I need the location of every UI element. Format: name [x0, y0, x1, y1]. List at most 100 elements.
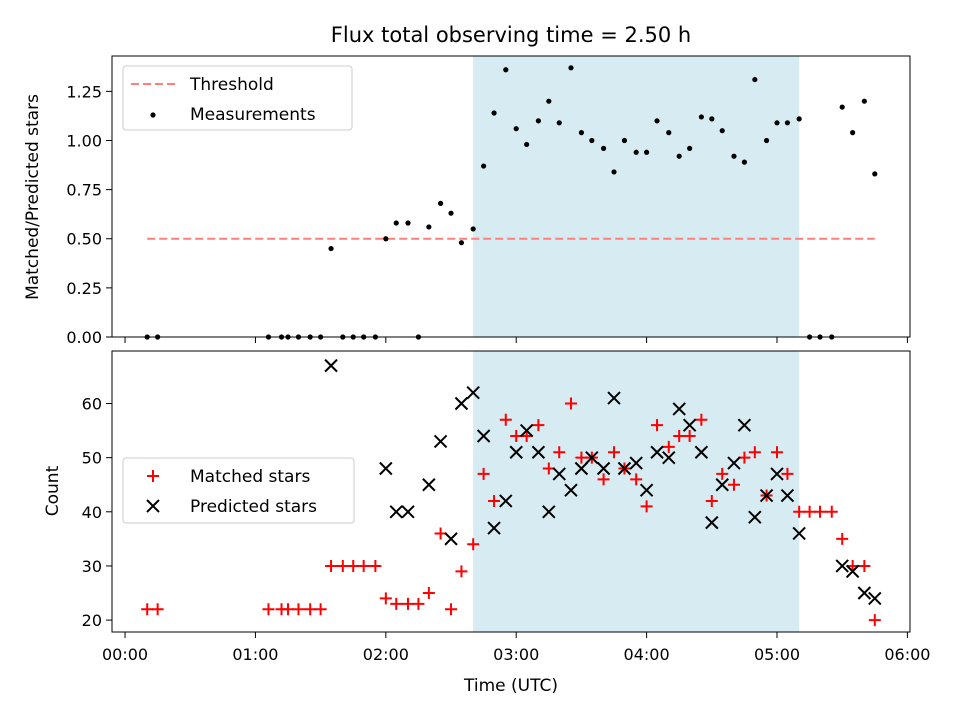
predicted-point — [574, 461, 589, 476]
legend-measurements-swatch — [150, 112, 156, 118]
x-tick-label: 04:00 — [624, 645, 670, 664]
predicted-point — [422, 478, 436, 492]
matched-point — [467, 538, 480, 551]
measurement-point — [741, 159, 748, 165]
matched-point — [262, 603, 275, 616]
bottom-x-axis: 00:00 01:00 02:00 03:00 04:00 05:00 06:00 — [102, 632, 930, 664]
predicted-point — [433, 434, 448, 449]
matched-point — [520, 430, 533, 443]
matched-point — [630, 473, 643, 486]
matched-point — [575, 451, 588, 464]
y-tick-label: 30 — [82, 557, 102, 576]
predicted-point — [552, 467, 566, 481]
matched-point — [282, 603, 295, 616]
matched-point — [825, 505, 838, 518]
measurement-point — [621, 137, 628, 144]
matched-point — [858, 559, 871, 572]
matched-point — [488, 494, 501, 507]
measurement-point — [556, 120, 562, 126]
measurement-point — [535, 118, 541, 124]
matched-point — [336, 559, 349, 572]
predicted-point — [650, 445, 664, 459]
measurement-point — [839, 104, 845, 110]
predicted-point — [857, 586, 872, 600]
top-legend: Threshold Measurements — [122, 65, 353, 131]
predicted-point — [499, 494, 513, 508]
measurement-point — [513, 126, 519, 132]
measurement-point — [546, 98, 552, 104]
matched-point — [455, 565, 468, 578]
matched-point — [477, 467, 490, 480]
matched-point — [445, 603, 458, 616]
measurement-point — [491, 110, 497, 116]
predicted-point — [401, 505, 415, 519]
measurement-point — [687, 145, 693, 151]
predicted-point — [444, 532, 458, 546]
matched-point — [727, 478, 740, 491]
predicted-point — [596, 461, 611, 476]
x-tick-label: 02:00 — [363, 645, 409, 664]
matched-point — [748, 446, 761, 459]
y-tick-label: 40 — [82, 503, 102, 522]
measurement-point — [611, 169, 617, 175]
predicted-point — [727, 456, 741, 470]
matched-point — [836, 532, 849, 545]
measurement-point — [503, 67, 509, 73]
predicted-point — [564, 483, 578, 497]
matched-point — [716, 467, 729, 480]
measurement-point — [676, 153, 682, 159]
y-tick-label: 0.75 — [66, 181, 102, 200]
measurement-point — [784, 120, 791, 126]
matched-point — [499, 413, 512, 426]
bottom-legend: Matched stars Predicted stars — [122, 457, 355, 524]
measurement-point — [568, 65, 574, 71]
measurement-point — [524, 141, 530, 148]
predicted-point — [531, 445, 546, 459]
legend-measurements-label: Measurements — [190, 105, 316, 125]
predicted-point — [466, 385, 480, 400]
predicted-point — [792, 526, 806, 541]
y-tick-label: 50 — [82, 449, 102, 468]
measurement-point — [437, 200, 444, 206]
x-tick-label: 01:00 — [232, 645, 278, 664]
y-tick-label: 1.25 — [66, 82, 102, 101]
measurement-point — [426, 224, 432, 230]
top-observing-window — [473, 56, 800, 337]
predicted-points — [324, 358, 882, 606]
matched-point — [705, 494, 718, 507]
matched-point — [347, 559, 360, 572]
bottom-panel-frame — [111, 350, 911, 633]
predicted-point — [682, 418, 697, 432]
matched-point — [651, 419, 664, 432]
predicted-point — [585, 450, 599, 465]
matched-point — [803, 505, 816, 518]
predicted-point — [476, 429, 491, 443]
matched-point — [304, 603, 317, 616]
predicted-point — [737, 418, 752, 432]
legend-predicted-label: Predicted stars — [190, 497, 317, 517]
y-tick-label: 0.25 — [66, 279, 102, 298]
measurement-point — [481, 163, 487, 169]
matched-point — [793, 505, 806, 518]
predicted-point — [705, 515, 719, 530]
measurement-point — [578, 130, 585, 136]
x-tick-label: 03:00 — [493, 645, 539, 664]
matched-point — [390, 597, 403, 610]
y-tick-label: 1.00 — [66, 131, 102, 150]
x-tick-label: 06:00 — [884, 645, 930, 664]
predicted-point — [770, 467, 784, 481]
matched-point — [868, 614, 881, 627]
predicted-point — [617, 461, 632, 476]
measurement-point — [698, 114, 704, 120]
measurement-point — [458, 240, 465, 246]
measurement-point — [328, 245, 334, 252]
predicted-point — [868, 591, 882, 606]
top-panel: 0.00 0.25 0.50 0.75 1.00 1.25 Matched/Predict… — [23, 55, 911, 347]
measurement-point — [448, 210, 454, 216]
matched-point — [412, 597, 425, 610]
measurement-point — [405, 220, 411, 226]
bottom-y-axis-label: Count — [43, 465, 63, 516]
matched-point — [695, 413, 708, 426]
matched-point — [401, 597, 414, 610]
matched-point — [771, 446, 783, 459]
